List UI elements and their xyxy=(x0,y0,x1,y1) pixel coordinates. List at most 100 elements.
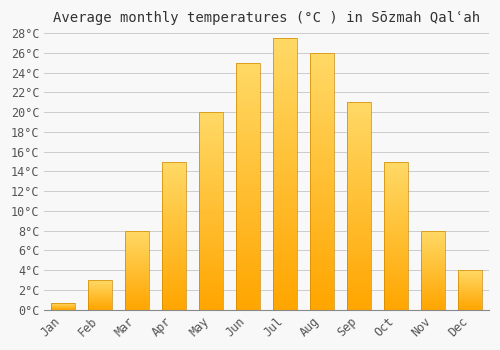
Bar xyxy=(347,287,372,289)
Bar xyxy=(347,210,372,212)
Bar xyxy=(125,260,149,261)
Bar xyxy=(125,246,149,247)
Bar xyxy=(310,258,334,261)
Bar xyxy=(162,287,186,289)
Bar xyxy=(273,117,297,120)
Bar xyxy=(347,106,372,108)
Bar xyxy=(199,254,223,257)
Bar xyxy=(199,175,223,177)
Bar xyxy=(384,230,408,231)
Bar xyxy=(384,270,408,271)
Bar xyxy=(384,259,408,261)
Bar xyxy=(273,149,297,152)
Bar xyxy=(162,218,186,219)
Bar xyxy=(125,262,149,263)
Bar xyxy=(422,269,446,270)
Bar xyxy=(310,284,334,287)
Bar xyxy=(162,261,186,262)
Bar xyxy=(199,223,223,225)
Bar xyxy=(347,285,372,287)
Bar xyxy=(162,243,186,245)
Bar xyxy=(422,279,446,280)
Bar xyxy=(347,127,372,129)
Bar xyxy=(162,196,186,197)
Bar xyxy=(273,277,297,280)
Bar xyxy=(199,112,223,114)
Bar xyxy=(310,215,334,217)
Bar xyxy=(347,231,372,233)
Bar xyxy=(422,297,446,298)
Bar xyxy=(236,172,260,174)
Bar xyxy=(236,63,260,310)
Bar xyxy=(310,279,334,281)
Bar xyxy=(236,218,260,221)
Bar xyxy=(199,130,223,132)
Bar xyxy=(422,234,446,236)
Bar xyxy=(162,296,186,298)
Bar xyxy=(273,131,297,133)
Bar xyxy=(273,201,297,204)
Bar xyxy=(125,237,149,238)
Bar xyxy=(273,171,297,174)
Bar xyxy=(162,237,186,239)
Bar xyxy=(384,178,408,179)
Bar xyxy=(384,279,408,280)
Bar xyxy=(199,272,223,274)
Bar xyxy=(384,179,408,181)
Bar xyxy=(384,264,408,265)
Bar xyxy=(458,276,482,277)
Bar xyxy=(273,112,297,114)
Bar xyxy=(422,280,446,281)
Bar xyxy=(347,164,372,167)
Bar xyxy=(310,114,334,117)
Bar xyxy=(125,259,149,260)
Bar xyxy=(199,233,223,234)
Bar xyxy=(125,269,149,270)
Bar xyxy=(384,257,408,258)
Bar xyxy=(125,299,149,300)
Bar xyxy=(347,281,372,283)
Bar xyxy=(422,248,446,249)
Bar xyxy=(384,224,408,225)
Bar xyxy=(199,292,223,294)
Bar xyxy=(310,220,334,223)
Bar xyxy=(347,135,372,138)
Bar xyxy=(458,291,482,292)
Bar xyxy=(236,176,260,179)
Bar xyxy=(199,174,223,175)
Bar xyxy=(125,305,149,306)
Bar xyxy=(310,89,334,91)
Bar xyxy=(273,71,297,74)
Bar xyxy=(422,236,446,237)
Bar xyxy=(310,197,334,199)
Bar xyxy=(199,251,223,252)
Bar xyxy=(199,225,223,227)
Bar xyxy=(199,302,223,304)
Bar xyxy=(162,239,186,240)
Bar xyxy=(199,304,223,306)
Bar xyxy=(162,191,186,193)
Bar xyxy=(422,232,446,233)
Bar xyxy=(273,147,297,149)
Bar xyxy=(273,109,297,112)
Bar xyxy=(236,154,260,157)
Bar xyxy=(125,289,149,290)
Bar xyxy=(347,113,372,115)
Bar xyxy=(125,292,149,293)
Bar xyxy=(162,262,186,264)
Bar xyxy=(310,156,334,158)
Bar xyxy=(458,270,482,271)
Bar xyxy=(347,266,372,268)
Bar xyxy=(125,287,149,288)
Bar xyxy=(125,242,149,243)
Bar xyxy=(273,285,297,288)
Bar xyxy=(199,140,223,142)
Bar xyxy=(199,172,223,174)
Bar xyxy=(125,265,149,266)
Bar xyxy=(347,260,372,262)
Bar xyxy=(347,301,372,303)
Bar xyxy=(458,308,482,309)
Bar xyxy=(273,114,297,117)
Bar xyxy=(162,209,186,210)
Bar xyxy=(458,303,482,304)
